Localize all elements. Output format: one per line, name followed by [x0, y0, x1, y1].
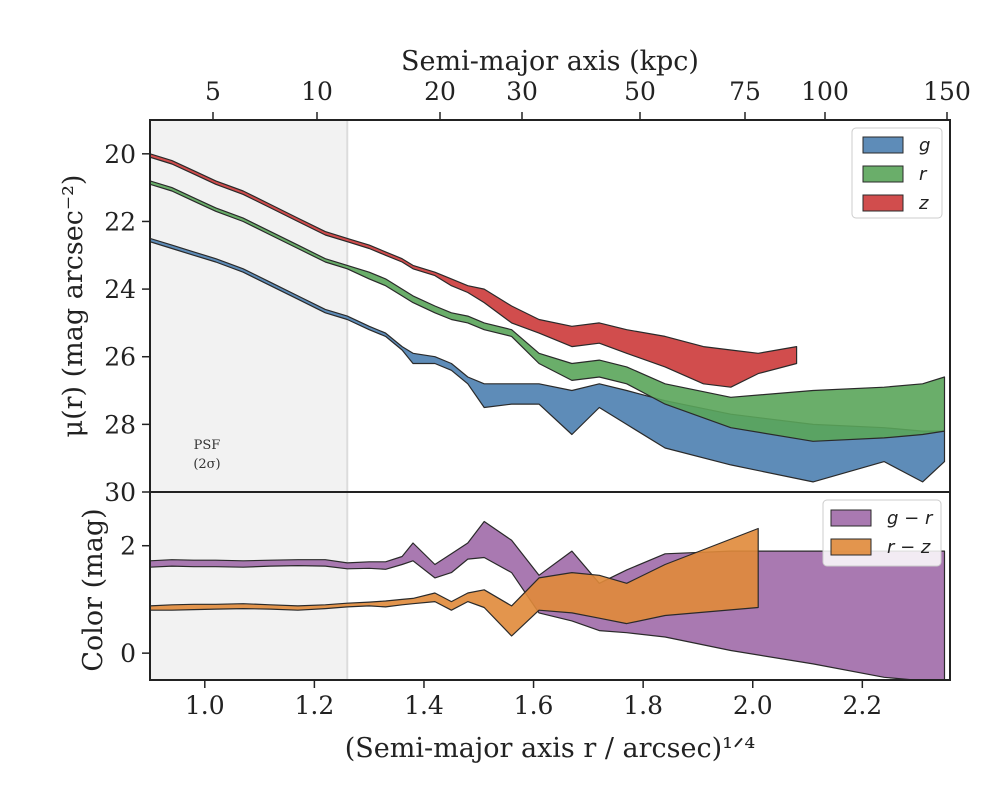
- y-tick-label: 24: [104, 275, 136, 304]
- bottom-legend: g − r r − z: [822, 499, 942, 567]
- top-y-axis-title: μ(r) (mag arcsec⁻²): [58, 175, 89, 438]
- top-x-tick-label: 20: [424, 77, 456, 106]
- psf-shade: [150, 120, 348, 680]
- x-tick-label: 1.0: [185, 691, 225, 720]
- psf-region: [150, 120, 349, 680]
- legend-swatch: [862, 194, 904, 212]
- top-band-2: [150, 153, 798, 388]
- top-x-tick-label: 30: [506, 77, 538, 106]
- top-x-tick-label: 5: [205, 77, 221, 106]
- legend-label: z: [918, 193, 929, 214]
- x-tick-label: 1.4: [404, 691, 444, 720]
- axis-ticks: 1.0 1.2 1.4 1.6 1.8 2.0 2.25 10 20 30 50 75 100 15020…: [104, 77, 971, 720]
- bottom-band-1: [150, 527, 759, 637]
- bottom-y-tick-label: 0: [120, 639, 136, 668]
- top-panel-series: [150, 153, 946, 483]
- legend-swatch: [862, 136, 904, 154]
- top-legend: grz: [851, 127, 943, 219]
- x-tick-label: 2.0: [733, 691, 773, 720]
- top-axis-title: Semi-major axis (kpc): [401, 46, 699, 77]
- y-tick-label: 30: [104, 478, 136, 507]
- y-tick-label: 22: [104, 207, 136, 236]
- x-tick-label: 1.2: [295, 691, 335, 720]
- top-x-tick-label: 100: [801, 77, 849, 106]
- legend-swatch: [862, 165, 904, 183]
- legend-label: g: [919, 135, 930, 156]
- top-x-tick-label: 10: [301, 77, 333, 106]
- top-x-tick-label: 75: [729, 77, 761, 106]
- y-tick-label: 20: [104, 140, 136, 169]
- x-tick-label: 1.6: [514, 691, 554, 720]
- bottom-panel-frame: [149, 491, 951, 681]
- x-tick-label: 1.8: [623, 691, 663, 720]
- legend-swatch: [830, 509, 872, 527]
- legend-label: g − r: [887, 508, 934, 529]
- psf-label-line2: (2σ): [193, 457, 220, 472]
- top-x-tick-label: 150: [923, 77, 971, 106]
- psf-label-line1: PSF: [194, 438, 221, 453]
- legend-swatch: [830, 538, 872, 556]
- y-tick-label: 28: [104, 410, 136, 439]
- y-tick-label: 26: [104, 343, 136, 372]
- legend-label: r: [919, 164, 928, 185]
- bottom-panel-series: [150, 520, 946, 680]
- x-tick-label: 2.2: [842, 691, 882, 720]
- legend-label: r − z: [887, 537, 931, 558]
- bottom-axis-title: (Semi-major axis r / arcsec)¹ᐟ⁴: [345, 733, 755, 764]
- top-band-1: [150, 180, 946, 442]
- bottom-y-axis-title: Color (mag): [78, 508, 109, 671]
- top-x-tick-label: 50: [624, 77, 656, 106]
- bottom-y-tick-label: 2: [120, 532, 136, 561]
